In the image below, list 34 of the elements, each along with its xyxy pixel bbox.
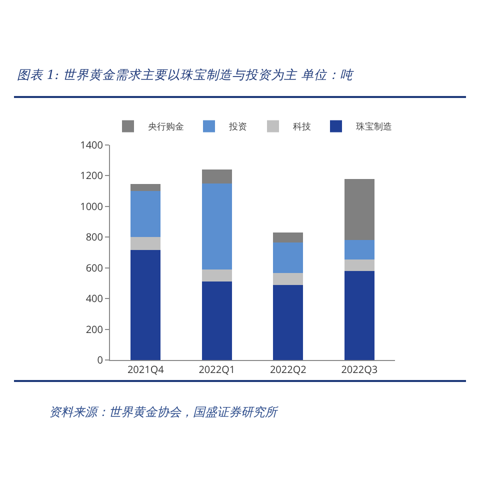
bar — [273, 242, 304, 274]
legend-label: 央行购金 — [148, 122, 184, 133]
text: 资料来源：世界黄金协会，国盛证券研究所 — [49, 405, 279, 419]
legend-label: 珠宝制造 — [356, 122, 392, 133]
y-tick-label: 200 — [86, 322, 104, 336]
bar — [344, 259, 374, 271]
bar — [273, 232, 304, 243]
bar — [273, 284, 304, 360]
bar — [202, 170, 232, 184]
bar — [344, 240, 374, 260]
chart-title: 图表 1: 世界黄金需求主要以珠宝制造与投资为主 单位：吨 — [16, 66, 354, 82]
y-tick-label: 600 — [86, 260, 104, 274]
bar — [202, 282, 232, 360]
bar — [344, 270, 374, 360]
legend-label: 科技 — [293, 122, 311, 133]
bar — [130, 191, 161, 238]
x-tick-label: 2022Q2 — [270, 362, 307, 376]
y-tick-label: 800 — [86, 230, 104, 244]
y-tick-label: 0 — [97, 352, 104, 366]
y-tick-label: 1200 — [80, 168, 104, 182]
bar — [130, 184, 161, 192]
bar — [130, 237, 161, 250]
y-tick-label: 1400 — [80, 138, 104, 152]
bar — [273, 273, 304, 285]
x-tick-label: 2022Q3 — [341, 362, 378, 376]
y-tick-label: 1000 — [80, 198, 104, 213]
bar — [130, 250, 161, 360]
y-tick-label: 400 — [86, 291, 104, 306]
x-tick-label: 2022Q1 — [198, 362, 236, 376]
bar — [202, 269, 232, 282]
bar — [344, 178, 374, 240]
x-tick-label: 2021Q4 — [127, 362, 164, 376]
legend-label: 投资 — [228, 122, 247, 133]
bar — [202, 183, 232, 270]
